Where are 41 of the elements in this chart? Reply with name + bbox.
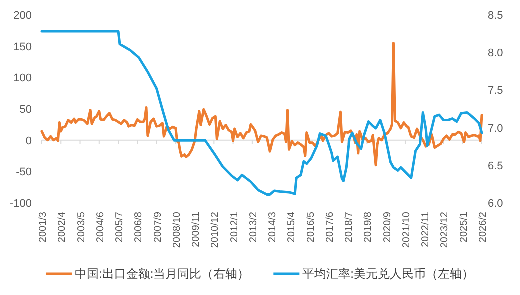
x-tick-label: 2002/4 xyxy=(57,212,68,243)
y-tick-label: 200 xyxy=(14,10,32,22)
line-series xyxy=(40,30,484,196)
x-tick-label: 2009/11 xyxy=(191,212,202,248)
x-tick-label: 2014/3 xyxy=(268,212,279,243)
y-tick-label: -100 xyxy=(10,198,32,210)
y2-tick-label: 8.0 xyxy=(488,48,504,60)
x-tick-label: 2017/6 xyxy=(324,212,336,243)
line-series xyxy=(40,42,484,167)
y2-tick-label: 6.0 xyxy=(488,198,504,210)
y-tick-label: 100 xyxy=(14,72,32,85)
x-tick-label: 2010/12 xyxy=(210,212,222,248)
x-tick-label: 2021/10 xyxy=(401,212,412,248)
x-tick-label: 2018/7 xyxy=(344,212,356,243)
y-tick-label: 0 xyxy=(26,135,32,148)
x-tick-label: 2003/5 xyxy=(76,212,88,243)
x-tick-label: 2007/9 xyxy=(152,212,164,243)
x-tick-label: 2001/3 xyxy=(38,212,49,243)
y2-tick-label: 6.5 xyxy=(488,160,504,172)
x-tick-label: 2025/1 xyxy=(458,212,470,243)
x-tick-label: 2012/1 xyxy=(229,212,240,243)
x-tick-label: 2015/4 xyxy=(286,212,298,243)
x-tick-label: 2016/5 xyxy=(306,212,317,243)
x-tick-label: 2006/8 xyxy=(134,212,145,243)
x-tick-label: 2023/12 xyxy=(440,212,451,248)
x-tick-label: 2008/10 xyxy=(172,212,183,248)
x-tick-label: 2022/11 xyxy=(420,212,432,248)
y2-tick-label: 7.5 xyxy=(488,85,504,98)
x-tick-label: 2019/8 xyxy=(363,212,374,243)
y-tick-label: 150 xyxy=(14,41,32,54)
x-tick-label: 2005/7 xyxy=(114,212,126,243)
y2-tick-label: 7.0 xyxy=(488,122,504,135)
x-tick-label: 2004/6 xyxy=(95,212,106,243)
y-tick-label: 50 xyxy=(20,104,32,116)
legend-label: 平均汇率:美元兑人民币（左轴） xyxy=(302,267,474,281)
x-tick-label: 2020/9 xyxy=(382,212,394,243)
x-tick-label: 2013/2 xyxy=(248,212,260,243)
legend-label: 中国:出口金额:当月同比（右轴） xyxy=(74,267,250,281)
y-tick-label: -50 xyxy=(16,166,32,179)
y2-tick-label: 8.5 xyxy=(488,10,504,22)
x-tick-label: 2026/2 xyxy=(478,212,489,243)
